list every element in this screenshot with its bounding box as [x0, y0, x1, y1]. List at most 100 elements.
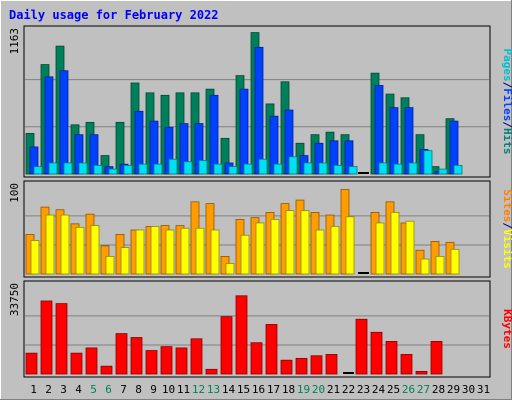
bar-pages-day-11: [183, 161, 193, 175]
bar-files-day-24: [374, 85, 384, 175]
day-label-20: 20: [312, 383, 325, 396]
bar-kbytes-day-7: [115, 333, 128, 375]
bar-kbytes-day-2: [40, 300, 53, 375]
bar-sites-day-13: [210, 229, 220, 275]
series-axis-label: KBytes: [501, 309, 512, 349]
chart-title: Daily usage for February 2022: [9, 8, 219, 22]
bar-kbytes-day-21: [325, 354, 338, 375]
bar-pages-day-10: [168, 158, 178, 175]
day-label-13: 13: [207, 383, 220, 396]
day-label-4: 4: [75, 383, 82, 396]
y-axis-max-label: 1163: [8, 28, 21, 55]
bar-sites-day-22: [345, 216, 355, 275]
bar-sites-day-23: [358, 272, 369, 274]
day-label-3: 3: [60, 383, 67, 396]
day-label-28: 28: [432, 383, 445, 396]
bar-kbytes-day-8: [130, 337, 143, 375]
bar-kbytes-day-14: [220, 316, 233, 375]
bar-pages-day-13: [213, 163, 223, 175]
day-label-14: 14: [222, 383, 236, 396]
bar-pages-day-6: [108, 168, 118, 175]
axis-label-part: Visits: [501, 229, 512, 269]
day-label-16: 16: [252, 383, 265, 396]
bar-pages-day-22: [348, 166, 358, 175]
axis-label-part: /: [501, 222, 512, 229]
bar-pages-day-27: [423, 150, 433, 175]
day-label-25: 25: [387, 383, 400, 396]
panel-kbytes: 33750 KBytes: [8, 280, 512, 378]
day-label-21: 21: [327, 383, 340, 396]
bar-kbytes-day-12: [190, 338, 203, 375]
day-label-17: 17: [267, 383, 280, 396]
bar-pages-day-17: [273, 163, 283, 175]
bar-pages-day-7: [123, 164, 133, 175]
series-pages: [33, 150, 463, 175]
bar-sites-day-12: [195, 227, 205, 275]
bar-sites-day-17: [270, 219, 280, 275]
bar-kbytes-day-5: [85, 347, 98, 375]
bar-kbytes-day-13: [205, 368, 218, 375]
bar-sites-day-24: [375, 222, 385, 275]
bar-sites-day-9: [150, 226, 160, 275]
bar-kbytes-day-15: [235, 295, 248, 375]
day-label-5: 5: [90, 383, 97, 396]
bar-pages-day-14: [228, 166, 238, 175]
day-label-18: 18: [282, 383, 295, 396]
bar-pages-day-26: [408, 162, 418, 175]
bar-kbytes-day-4: [70, 352, 83, 375]
day-labels: 1 2 3 4 5 6 7 8 9 10 11 12 13 14 15 16 17 18 19 20 21 22 23 24 2…: [30, 383, 490, 396]
bar-kbytes-day-22: [343, 372, 354, 374]
day-label-8: 8: [135, 383, 142, 396]
day-label-15: 15: [237, 383, 250, 396]
bar-sites-day-27: [420, 258, 430, 275]
bar-pages-day-12: [198, 160, 208, 175]
day-label-1: 1: [30, 383, 37, 396]
bar-sites-day-5: [90, 225, 100, 275]
bar-sites-day-25: [390, 211, 400, 275]
axis-label-part: Files: [501, 88, 512, 121]
bar-sites-day-15: [240, 234, 250, 275]
panel-visits-sites: 100 Sites/Visits: [8, 180, 512, 278]
bar-pages-day-16: [258, 158, 268, 175]
bar-pages-day-18: [288, 156, 298, 175]
bar-kbytes-day-20: [310, 355, 323, 375]
bar-pages-day-15: [243, 163, 253, 175]
axis-label-part: Pages: [501, 49, 512, 82]
bar-sites-day-21: [330, 226, 340, 275]
bar-kbytes-day-18: [280, 359, 293, 375]
bar-sites-day-18: [285, 210, 295, 275]
axis-label-part: /: [501, 82, 512, 89]
day-label-2: 2: [45, 383, 52, 396]
bar-pages-day-1: [33, 166, 43, 175]
day-label-12: 12: [192, 383, 205, 396]
chart-panels: 1163Pages/Files/Hits100Sites/Visits33750…: [8, 25, 512, 378]
series-sites: [30, 210, 460, 275]
day-label-19: 19: [297, 383, 310, 396]
bar-kbytes-day-23: [355, 318, 368, 375]
bar-sites-day-1: [30, 240, 40, 275]
bar-kbytes-day-9: [145, 350, 158, 375]
bar-pages-day-25: [393, 163, 403, 175]
bar-sites-day-19: [300, 210, 310, 275]
bar-pages-day-2: [48, 162, 58, 175]
bar-pages-day-8: [138, 163, 148, 175]
bar-sites-day-29: [450, 248, 460, 275]
bar-kbytes-day-3: [55, 303, 68, 375]
bar-sites-day-10: [165, 229, 175, 275]
bar-files-day-13: [209, 94, 219, 175]
bar-sites-day-4: [75, 226, 85, 275]
bar-kbytes-day-25: [385, 341, 398, 375]
y-axis-max-label: 100: [8, 183, 21, 203]
day-label-7: 7: [120, 383, 127, 396]
bar-pages-day-29: [453, 164, 463, 175]
series-axis-label: Sites/Visits: [501, 189, 512, 269]
bar-pages-day-5: [93, 164, 103, 175]
bar-kbytes-day-6: [100, 365, 113, 375]
day-label-11: 11: [177, 383, 190, 396]
bar-kbytes-day-28: [430, 341, 443, 375]
day-label-24: 24: [372, 383, 386, 396]
bar-sites-day-20: [315, 229, 325, 275]
bar-sites-day-2: [45, 214, 55, 275]
day-label-26: 26: [402, 383, 415, 396]
